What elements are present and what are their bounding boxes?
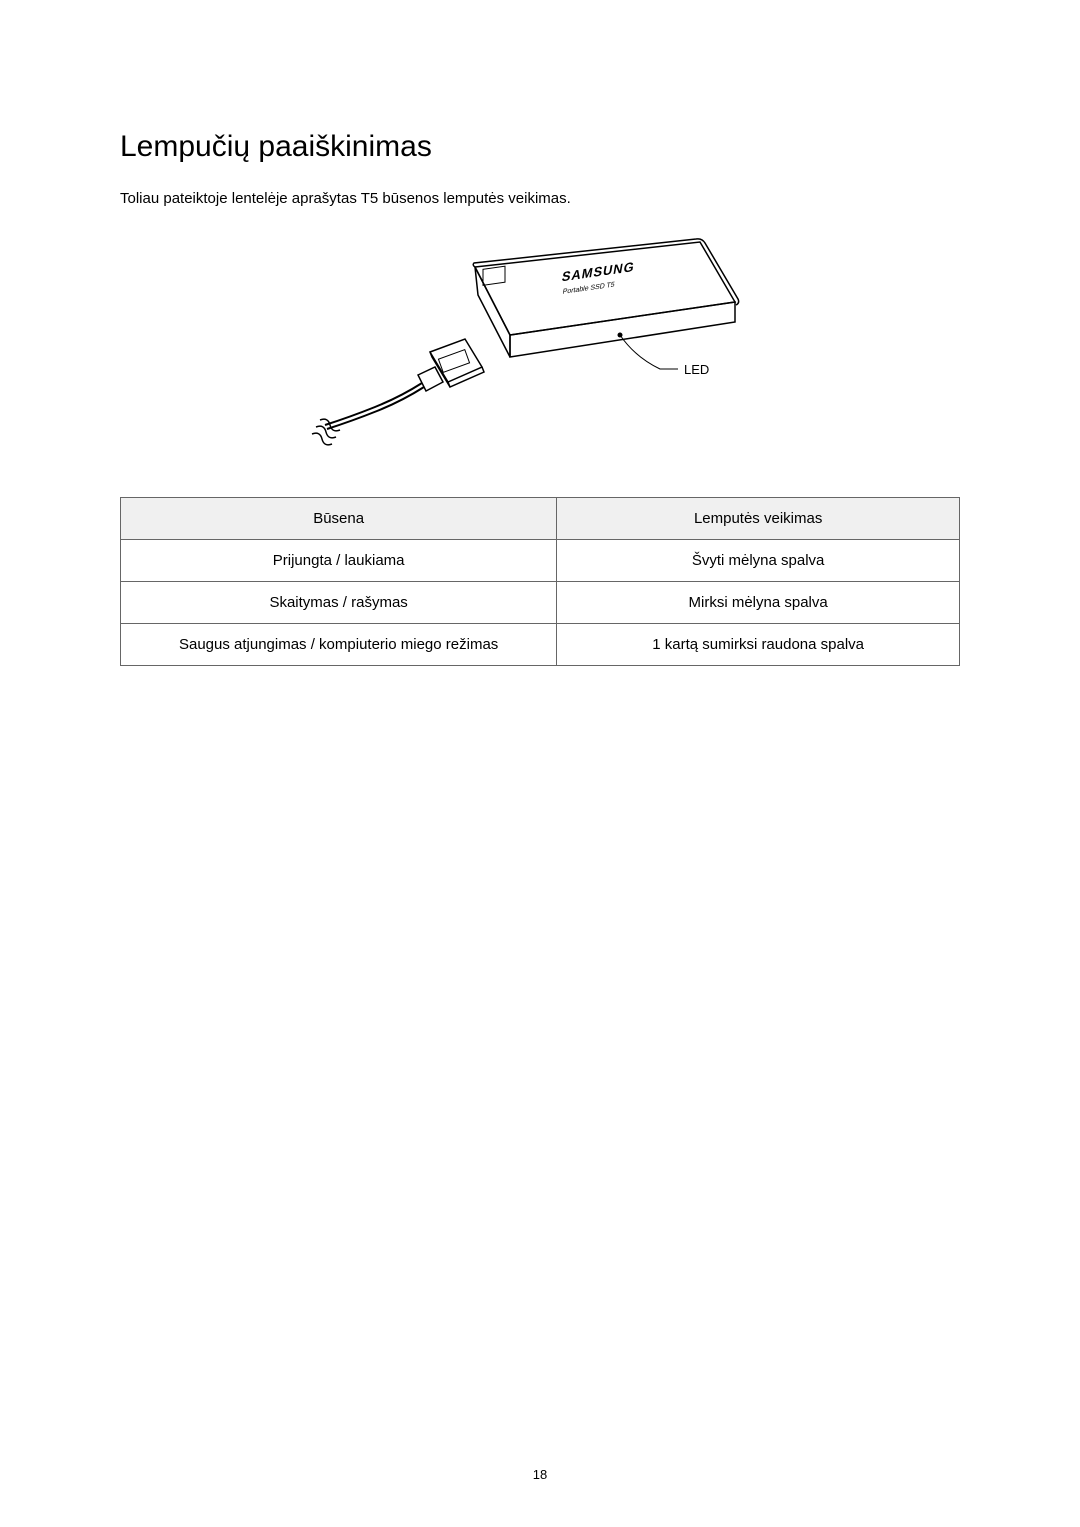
page-title: Lempučių paaiškinimas: [120, 130, 960, 164]
table-cell-behavior: Švyti mėlyna spalva: [557, 540, 960, 582]
table-row: Skaitymas / rašymas Mirksi mėlyna spalva: [121, 582, 960, 624]
table-header-row: Būsena Lemputės veikimas: [121, 498, 960, 540]
led-label: LED: [684, 362, 709, 377]
table-header-state: Būsena: [121, 498, 557, 540]
table-row: Saugus atjungimas / kompiuterio miego re…: [121, 624, 960, 666]
table-cell-behavior: Mirksi mėlyna spalva: [557, 582, 960, 624]
svg-text:SAMSUNG: SAMSUNG: [561, 259, 636, 284]
led-status-table: Būsena Lemputės veikimas Prijungta / lau…: [120, 497, 960, 666]
table-header-behavior: Lemputės veikimas: [557, 498, 960, 540]
description-text: Toliau pateiktoje lentelėje aprašytas T5…: [120, 190, 960, 207]
ssd-device-diagram: SAMSUNG Portable SSD T5 LED: [300, 227, 780, 457]
table-cell-state: Saugus atjungimas / kompiuterio miego re…: [121, 624, 557, 666]
table-cell-state: Skaitymas / rašymas: [121, 582, 557, 624]
diagram-container: SAMSUNG Portable SSD T5 LED: [120, 227, 960, 457]
page-number: 18: [0, 1467, 1080, 1482]
table-cell-state: Prijungta / laukiama: [121, 540, 557, 582]
table-cell-behavior: 1 kartą sumirksi raudona spalva: [557, 624, 960, 666]
table-row: Prijungta / laukiama Švyti mėlyna spalva: [121, 540, 960, 582]
